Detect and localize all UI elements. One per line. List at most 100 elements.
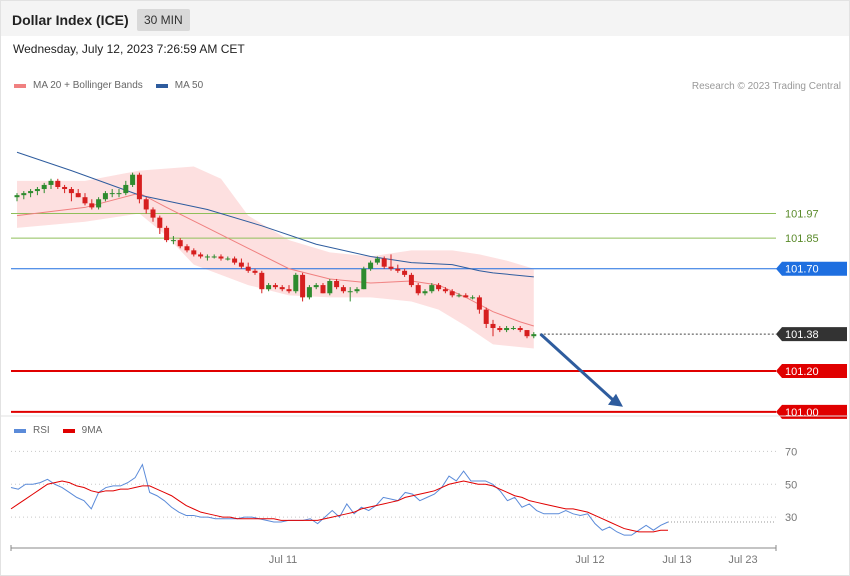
credit-text: Research © 2023 Trading Central — [691, 81, 841, 92]
candle-body — [449, 291, 455, 296]
candle-body — [62, 186, 68, 190]
candle-body — [470, 297, 476, 299]
candle-body — [211, 256, 217, 258]
level-label-101.85: 101.85 — [785, 233, 819, 245]
level-label-101.00: 101.00 — [785, 407, 819, 419]
level-tag-101.00 — [776, 404, 847, 419]
candle-body — [136, 174, 142, 200]
ma9-legend-swatch — [62, 428, 75, 433]
candle-body — [313, 285, 319, 288]
candle-body — [429, 285, 435, 292]
candle-body — [490, 323, 496, 329]
candle-body — [191, 250, 197, 255]
rsi-legend: RSI 9MA — [14, 425, 115, 436]
candle-body — [334, 281, 340, 288]
candle-body — [354, 289, 360, 292]
ma50-legend-label: MA 50 — [174, 80, 204, 91]
candle-body — [340, 287, 346, 292]
candle-body — [388, 266, 394, 269]
candle-body — [442, 289, 448, 292]
candle-body — [102, 193, 108, 200]
candle-body — [510, 328, 516, 330]
candle-body — [347, 291, 353, 293]
candle-body — [225, 258, 231, 260]
rsi-tick-30: 30 — [785, 512, 797, 524]
bollinger-band — [17, 166, 534, 349]
ma20-legend-swatch — [14, 83, 26, 88]
candle-body — [55, 180, 61, 187]
candle-body — [504, 328, 510, 331]
candle-body — [327, 281, 333, 294]
level-tag-101.20 — [776, 363, 847, 378]
candle-body — [96, 199, 102, 208]
candle-body — [123, 184, 129, 194]
ma50-legend-swatch — [155, 83, 168, 88]
candle-body — [238, 262, 244, 267]
candle-body — [279, 287, 285, 290]
candle-body — [524, 330, 530, 337]
ma20-legend-label: MA 20 + Bollinger Bands — [33, 80, 143, 91]
rsi-legend-swatch — [14, 428, 26, 433]
candle-body — [157, 217, 163, 228]
chart-header: Dollar Index (ICE) 30 MIN — [1, 1, 849, 36]
level-tag-101.38 — [776, 327, 847, 342]
x-tick-Jul-13: Jul 13 — [662, 554, 691, 566]
candle-body — [320, 285, 326, 294]
candle-body — [89, 203, 95, 208]
candle-body — [170, 240, 176, 242]
rsi-ma9-line — [10, 480, 668, 533]
rsi-line — [10, 463, 669, 536]
candle-body — [204, 256, 210, 258]
level-label-101.70: 101.70 — [785, 264, 819, 276]
candle-body — [415, 285, 421, 294]
candle-body — [109, 193, 115, 195]
candle-body — [34, 189, 40, 192]
candle-body — [266, 285, 272, 290]
candle-body — [14, 195, 20, 198]
candle-body — [28, 191, 34, 194]
candle-body — [293, 274, 299, 292]
candle-body — [436, 285, 442, 290]
forecast-arrow-head — [608, 393, 623, 407]
candle-body — [48, 180, 54, 185]
level-label-101.38: 101.38 — [785, 329, 819, 341]
main-legend: MA 20 + Bollinger Bands MA 50 — [14, 80, 216, 91]
level-tag-101.70 — [776, 261, 847, 276]
candle-body — [130, 174, 136, 185]
level-label-101.20: 101.20 — [785, 366, 819, 378]
candle-body — [75, 193, 81, 198]
rsi-legend-label: RSI — [33, 425, 50, 436]
candle-body — [184, 246, 190, 251]
rsi-tick-70: 70 — [785, 446, 797, 458]
candle-body — [476, 297, 482, 310]
candle-body — [368, 262, 374, 269]
instrument-title: Dollar Index (ICE) — [12, 12, 129, 28]
candle-body — [361, 268, 367, 290]
x-tick-Jul-12: Jul 12 — [575, 554, 604, 566]
candle-body — [21, 193, 27, 196]
candle-body — [164, 227, 170, 241]
candle-body — [300, 274, 306, 298]
forecast-arrow-shaft — [539, 333, 617, 403]
candles — [14, 172, 537, 339]
candle-body — [143, 199, 149, 210]
candle-body — [198, 254, 204, 257]
candle-body — [483, 309, 489, 324]
x-tick-Jul-11: Jul 11 — [269, 554, 298, 566]
candle-body — [408, 274, 414, 286]
candle-body — [402, 270, 408, 275]
candle-body — [218, 256, 224, 259]
candle-body — [517, 328, 523, 331]
candle-body — [150, 209, 156, 218]
candle-body — [395, 268, 401, 271]
timeframe-badge[interactable]: 30 MIN — [137, 9, 190, 31]
candle-body — [116, 193, 122, 195]
rsi-tick-50: 50 — [785, 479, 797, 491]
ma9-legend-label: 9MA — [81, 425, 103, 436]
candle-body — [463, 295, 469, 298]
x-tick-Jul-23: Jul 23 — [728, 554, 757, 566]
candle-body — [422, 291, 428, 294]
candle-body — [497, 328, 503, 331]
candle-body — [259, 272, 265, 290]
candle-body — [531, 334, 537, 337]
